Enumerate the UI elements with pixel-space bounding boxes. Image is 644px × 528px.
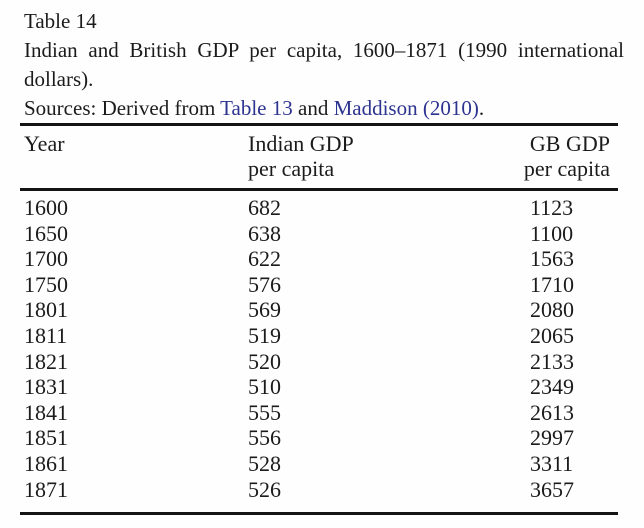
- gb-gdp-cell: 3311: [530, 450, 574, 476]
- indian-gdp-cell: 556: [248, 425, 281, 451]
- table-title-line2: dollars).: [24, 67, 94, 91]
- indian-gdp-cell: 520: [248, 348, 281, 374]
- year-cell: 1600: [24, 195, 68, 220]
- table-row: 1871 526 3657: [20, 477, 618, 514]
- col-header-gb-gdp-line2: per capita: [523, 156, 610, 181]
- col-header-year: Year: [20, 124, 248, 191]
- year-cell: 1700: [24, 246, 68, 272]
- indian-gdp-cell: 528: [248, 450, 281, 476]
- col-header-year-label: Year: [24, 131, 65, 156]
- gb-gdp-cell: 2133: [530, 348, 574, 374]
- gb-gdp-cell: 2349: [530, 374, 574, 400]
- indian-gdp-cell: 569: [248, 297, 281, 323]
- table-row: 1851 556 2997: [20, 425, 618, 451]
- gb-gdp-cell: 2065: [530, 322, 574, 348]
- gb-gdp-cell: 1710: [530, 271, 574, 297]
- indian-gdp-cell: 682: [248, 195, 281, 220]
- table-row: 1831 510 2349: [20, 374, 618, 400]
- indian-gdp-cell: 526: [248, 476, 281, 502]
- indian-gdp-cell: 519: [248, 322, 281, 348]
- gdp-table: Year Indian GDP per capita GB GDP per ca…: [20, 123, 618, 516]
- table-sources-line: Sources: Derived from Table 13 and Maddi…: [24, 94, 624, 123]
- gb-gdp-cell: 2997: [530, 425, 574, 451]
- indian-gdp-cell: 622: [248, 246, 281, 272]
- gb-gdp-cell: 2613: [530, 399, 574, 425]
- table-row: 1841 555 2613: [20, 400, 618, 426]
- table-row: 1821 520 2133: [20, 349, 618, 375]
- year-cell: 1861: [24, 450, 68, 476]
- indian-gdp-cell: 576: [248, 271, 281, 297]
- sources-prefix: Sources: Derived from: [24, 96, 221, 120]
- table-caption: Table 14 Indian and British GDP per capi…: [0, 0, 624, 123]
- year-cell: 1650: [24, 220, 68, 246]
- sources-suffix: .: [478, 96, 485, 120]
- sources-connector: and: [292, 96, 334, 120]
- year-cell: 1821: [24, 348, 68, 374]
- table-header: Year Indian GDP per capita GB GDP per ca…: [20, 124, 618, 191]
- year-cell: 1831: [24, 374, 68, 400]
- gb-gdp-cell: 1100: [530, 220, 574, 246]
- indian-gdp-cell: 510: [248, 374, 281, 400]
- gb-gdp-cell: 3657: [530, 476, 574, 502]
- header-row: Year Indian GDP per capita GB GDP per ca…: [20, 124, 618, 191]
- table-row: 1700 622 1563: [20, 246, 618, 272]
- year-cell: 1750: [24, 271, 68, 297]
- col-header-indian-gdp-line1: Indian GDP: [248, 131, 354, 156]
- gb-gdp-cell: 1563: [530, 246, 574, 272]
- indian-gdp-cell: 638: [248, 220, 281, 246]
- table-body: 1600 682 1123 1650 638 1100 1700 622 1563 1750 576…: [20, 190, 618, 514]
- table-row: 1861 528 3311: [20, 451, 618, 477]
- col-header-indian-gdp: Indian GDP per capita: [248, 124, 510, 191]
- year-cell: 1871: [24, 476, 68, 502]
- gb-gdp-cell: 1123: [530, 195, 574, 220]
- indian-gdp-cell: 555: [248, 399, 281, 425]
- col-header-gb-gdp-line1: GB GDP: [529, 131, 610, 156]
- table-row: 1600 682 1123: [20, 190, 618, 221]
- table-row: 1811 519 2065: [20, 323, 618, 349]
- year-cell: 1841: [24, 399, 68, 425]
- year-cell: 1811: [24, 322, 68, 348]
- year-cell: 1801: [24, 297, 68, 323]
- table-row: 1750 576 1710: [20, 272, 618, 298]
- gb-gdp-cell: 2080: [530, 297, 574, 323]
- table-row: 1801 569 2080: [20, 297, 618, 323]
- year-cell: 1851: [24, 425, 68, 451]
- col-header-gb-gdp: GB GDP per capita: [510, 124, 618, 191]
- maddison-2010-link[interactable]: Maddison (2010): [333, 96, 479, 120]
- table-row: 1650 638 1100: [20, 221, 618, 247]
- table-title-line1: Indian and British GDP per capita, 1600–…: [24, 38, 624, 62]
- col-header-indian-gdp-line2: per capita: [248, 156, 335, 181]
- table-number: Table 14: [24, 9, 97, 33]
- table-13-link[interactable]: Table 13: [220, 96, 293, 120]
